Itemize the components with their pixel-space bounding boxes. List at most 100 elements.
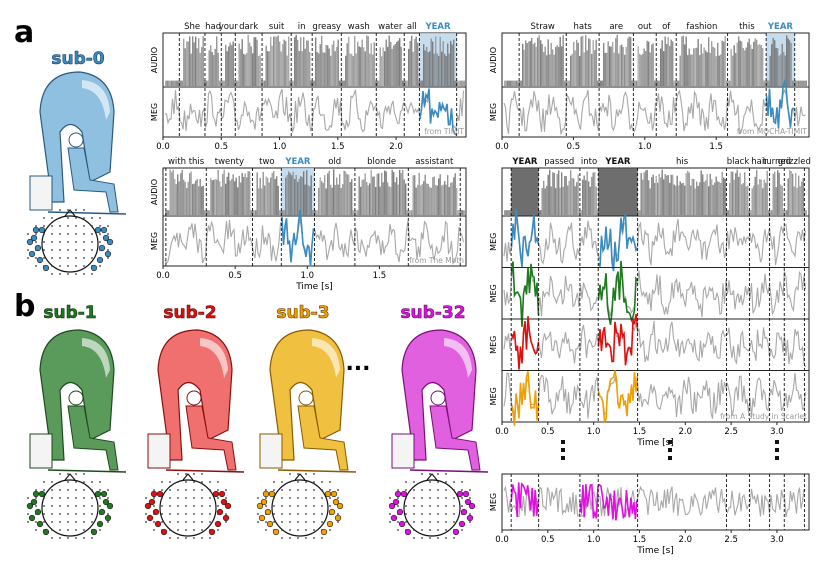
sensor-dot (161, 513, 163, 515)
spectrogram-column (363, 47, 365, 86)
spectrogram-column (741, 41, 743, 86)
sensor-dot (67, 521, 69, 523)
sensor-dot (43, 257, 45, 259)
sensor-map (144, 473, 232, 539)
spectrogram-column (168, 210, 170, 215)
spectrogram-column (688, 48, 690, 86)
spectrogram-column (172, 169, 174, 215)
active-sensor (156, 490, 164, 498)
spectrogram-column (315, 37, 317, 86)
spectrogram-column (724, 178, 726, 215)
spectrogram-column (220, 186, 222, 215)
spectrogram-column (396, 177, 398, 215)
x-axis-label: Time [s] (636, 546, 674, 556)
spectrogram-column (637, 210, 639, 215)
active-sensor (452, 528, 460, 536)
spectrogram-column (565, 176, 567, 215)
spectrogram-column (225, 183, 227, 215)
sensor-dot (453, 537, 455, 539)
spectrogram-column (508, 80, 510, 86)
sensor-dot (83, 529, 85, 531)
spectrogram-column (198, 186, 200, 215)
spectrogram-column (772, 37, 774, 86)
spectrogram-column (448, 53, 450, 86)
sensor-dot (59, 273, 61, 275)
sensor-dot (153, 497, 155, 499)
spectrogram-column (571, 53, 573, 86)
spectrogram-column (223, 80, 225, 86)
spectrogram-column (721, 40, 723, 86)
spectrogram-column (727, 210, 729, 215)
spectrogram-column (364, 51, 366, 86)
spectrogram-column (189, 36, 191, 86)
sensor-dot (289, 497, 291, 499)
sensor-dot (321, 505, 323, 507)
x-tick-label: 2.0 (679, 427, 693, 437)
sensor-dot (397, 505, 399, 507)
sensor-dot (27, 497, 29, 499)
spectrogram-column (253, 37, 255, 86)
sensor-dot (83, 489, 85, 491)
sensor-dot (107, 489, 109, 491)
spectrogram-column (357, 210, 359, 215)
spectrogram-column (703, 47, 705, 86)
spectrogram-column (279, 210, 281, 215)
spectrogram-column (549, 169, 551, 215)
sensor-dot (273, 521, 275, 523)
sensor-dot (153, 529, 155, 531)
sensor-dot (83, 241, 85, 243)
spectrogram-column (742, 183, 744, 215)
spectrogram-column (567, 80, 569, 86)
sensor-dot (281, 513, 283, 515)
spectrogram-column (601, 183, 603, 215)
sensor-dot (193, 513, 195, 515)
spectrogram-column (445, 55, 447, 86)
sensor-dot (453, 497, 455, 499)
spectrogram-column (367, 36, 369, 86)
spectrogram-column (201, 186, 203, 215)
spectrogram-column (388, 35, 390, 86)
spectrogram-column (222, 173, 224, 215)
sensor-dot (445, 529, 447, 531)
x-tick-label: 0.5 (215, 142, 229, 152)
spectrogram-column (664, 36, 666, 86)
sensor-dot (421, 489, 423, 491)
spectrogram-column (226, 51, 228, 86)
spectrogram-column (285, 177, 287, 215)
spectrogram-column (786, 210, 788, 215)
spectrogram-column (304, 48, 306, 86)
head-outline (41, 215, 99, 273)
sensor-dot (445, 481, 447, 483)
active-sensor (272, 528, 280, 536)
sensor-dot (437, 537, 439, 539)
sensor-dot (305, 481, 307, 483)
chair-box (391, 433, 415, 469)
spectrogram-column (288, 36, 290, 86)
sensor-dot (91, 489, 93, 491)
word-label: She (184, 22, 200, 32)
spectrogram-column (772, 173, 774, 215)
x-tick-label: 0.5 (228, 271, 242, 281)
x-tick-label: 2.5 (724, 535, 738, 545)
spectrogram-column (639, 210, 641, 215)
spectrogram-column (622, 173, 624, 215)
spectrogram-column (313, 80, 315, 86)
spectrogram-column (537, 37, 539, 86)
active-sensor (106, 238, 114, 246)
spectrogram-column (178, 181, 180, 215)
spectrogram-column (654, 183, 656, 215)
spectrogram-column (748, 38, 750, 86)
spectrogram-column (241, 39, 243, 86)
spectrogram-column (595, 186, 597, 215)
spectrogram-column (202, 185, 204, 215)
spectrogram-column (255, 37, 257, 86)
sensor-dot (329, 505, 331, 507)
spectrogram-column (505, 80, 507, 86)
spectrogram-column (528, 41, 530, 86)
sensor-dot (445, 505, 447, 507)
spectrogram-column (705, 50, 707, 86)
x-tick-label: 1.0 (638, 142, 652, 152)
spectrogram-column (409, 210, 411, 215)
sensor-dot (177, 481, 179, 483)
sensor-dot (59, 241, 61, 243)
